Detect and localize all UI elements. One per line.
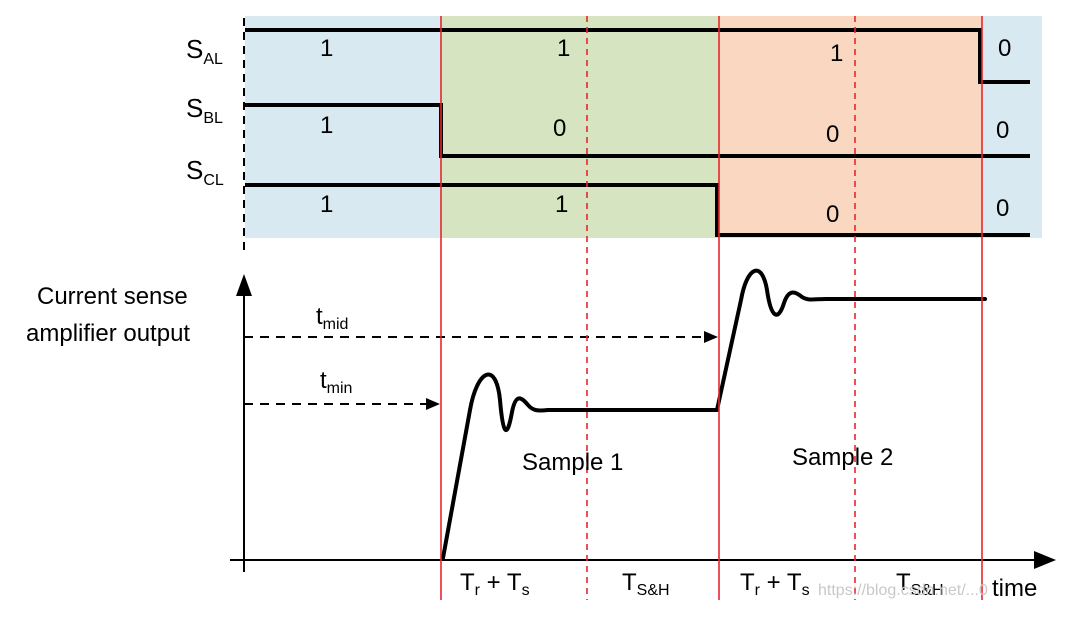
watermark-text: https://blog.csdn.net/...0 xyxy=(818,582,988,599)
phase-label-1: Tr + Ts xyxy=(460,569,530,599)
s-al-value-2: 1 xyxy=(557,35,570,62)
region-final-blue xyxy=(982,16,1042,238)
x-axis-label: time xyxy=(992,575,1037,602)
t-mid-label: tmid xyxy=(316,303,348,333)
y-axis-arrowhead xyxy=(236,274,252,296)
t-mid-arrowhead xyxy=(704,331,718,343)
region-sample1-green xyxy=(441,16,719,238)
signal-label-s-bl: SBL xyxy=(186,93,223,127)
s-bl-value-1: 1 xyxy=(320,112,333,139)
s-al-value-1: 1 xyxy=(320,35,333,62)
region-sample2-orange xyxy=(719,16,982,238)
signal-s-cl-waveform xyxy=(245,183,1030,237)
t-min-arrowhead xyxy=(426,398,440,410)
y-axis-label-line2: amplifier output xyxy=(26,320,190,347)
region-initial-blue xyxy=(245,16,441,238)
s-cl-value-1: 1 xyxy=(320,191,333,218)
s-al-value-4: 0 xyxy=(998,35,1011,62)
signal-label-s-cl: SCL xyxy=(186,155,224,189)
signal-label-s-al: SAL xyxy=(186,34,223,68)
sample-1-label: Sample 1 xyxy=(522,449,623,476)
s-bl-value-3: 0 xyxy=(826,121,839,148)
x-axis-arrowhead xyxy=(1034,551,1056,569)
s-cl-value-2: 1 xyxy=(555,191,568,218)
s-bl-value-2: 0 xyxy=(553,115,566,142)
s-cl-value-4: 0 xyxy=(996,195,1009,222)
amplifier-output-waveform xyxy=(441,268,987,560)
signal-s-al-waveform xyxy=(245,28,1030,84)
t-min-label: tmin xyxy=(320,367,352,397)
sample-2-label: Sample 2 xyxy=(792,444,893,471)
phase-label-3: Tr + Ts xyxy=(740,569,810,599)
phase-label-2: TS&H xyxy=(622,569,670,599)
s-bl-value-4: 0 xyxy=(996,117,1009,144)
y-axis-label-line1: Current sense xyxy=(37,283,188,310)
phase-label-4: TS&H xyxy=(896,569,944,599)
s-cl-value-3: 0 xyxy=(826,201,839,228)
s-al-value-3: 1 xyxy=(830,40,843,67)
